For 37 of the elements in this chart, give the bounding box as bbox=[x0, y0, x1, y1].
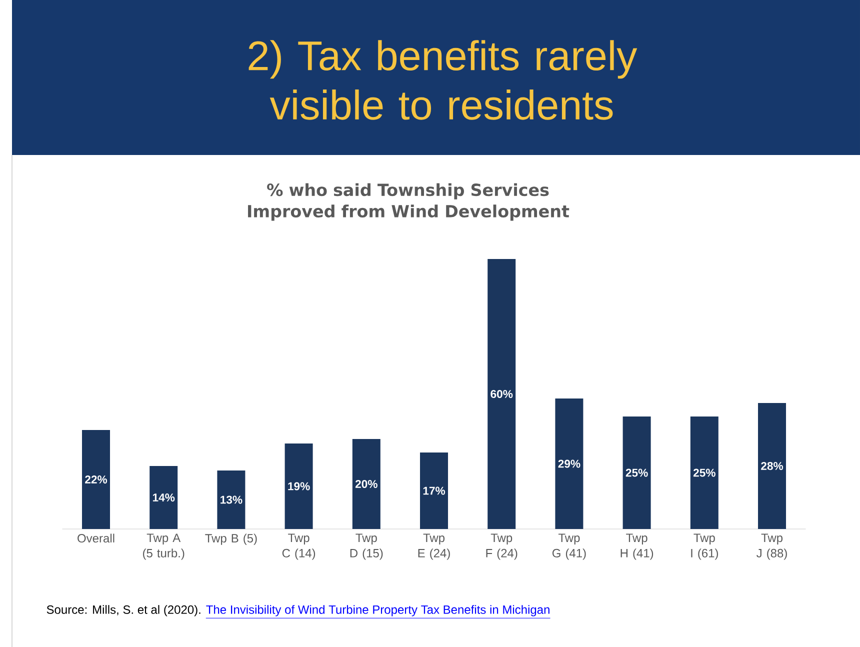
chart-subtitle: % who said Township Services Improved from Wind Development bbox=[248, 183, 570, 221]
x-tick-label: Twp H (41) bbox=[620, 534, 654, 560]
data-label: 19% bbox=[288, 482, 310, 490]
x-tick-label: Twp A (5 turb.) bbox=[143, 534, 184, 560]
bar bbox=[352, 438, 380, 529]
x-tick-label: Twp B (5) bbox=[205, 534, 257, 545]
data-label: 25% bbox=[693, 468, 716, 477]
x-tick-label: Twp F (24) bbox=[486, 534, 518, 560]
bar bbox=[555, 398, 584, 529]
data-label: 17% bbox=[423, 486, 446, 495]
data-label: 14% bbox=[152, 493, 175, 502]
bar bbox=[622, 416, 651, 529]
bar bbox=[284, 443, 313, 529]
bar bbox=[758, 402, 786, 529]
data-label: 22% bbox=[85, 475, 108, 484]
data-label: 28% bbox=[761, 462, 784, 470]
x-tick-label: Twp E (24) bbox=[418, 534, 450, 560]
bar bbox=[217, 470, 246, 529]
bar bbox=[488, 258, 516, 529]
text: The Invisibility of Wind Turbine Property Tax Benefits in Michigan bbox=[206, 604, 550, 616]
x-tick-label: Twp C (14) bbox=[282, 534, 316, 560]
bar bbox=[690, 416, 718, 529]
x-tick-label: Overall bbox=[78, 534, 114, 542]
x-tick-label: Twp D (15) bbox=[350, 534, 383, 560]
chart-title: 2) Tax benefits rarely visible to residents bbox=[248, 40, 638, 120]
x-tick-label: Twp J (88) bbox=[756, 534, 787, 560]
source-note: Source: Mills, S. et al (2020). bbox=[46, 604, 200, 616]
data-label: 13% bbox=[220, 496, 242, 504]
x-tick-label: Twp G (41) bbox=[552, 534, 586, 560]
data-label: 60% bbox=[490, 390, 513, 398]
bar bbox=[82, 430, 110, 529]
x-tick-label: Twp I (61) bbox=[691, 534, 718, 560]
bar bbox=[420, 452, 448, 529]
bar bbox=[150, 466, 178, 529]
data-label: 25% bbox=[626, 468, 648, 477]
data-label: 29% bbox=[558, 460, 580, 468]
data-label: 20% bbox=[355, 480, 378, 488]
